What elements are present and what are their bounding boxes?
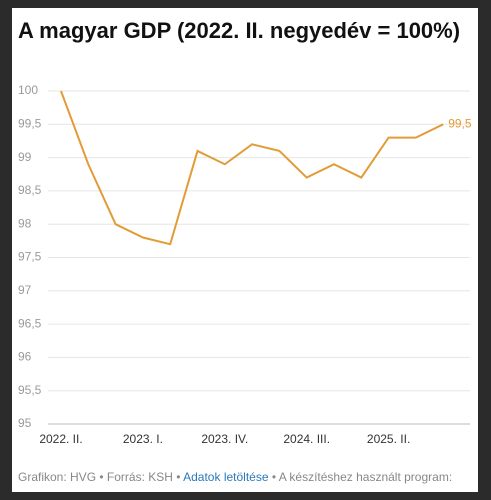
line xyxy=(60,90,444,246)
y-tick-label: 99 xyxy=(18,150,32,164)
y-tick-label: 96,5 xyxy=(18,316,42,330)
footer-credit: Grafikon: HVG • Forrás: KSH • xyxy=(18,470,181,484)
y-tick-label: 95,5 xyxy=(18,383,42,397)
x-tick-label: 2024. III. xyxy=(283,432,330,446)
y-tick-label: 96 xyxy=(18,350,32,364)
x-tick-label: 2023. I. xyxy=(123,432,163,446)
footer: Grafikon: HVG • Forrás: KSH • Adatok let… xyxy=(18,470,452,484)
y-tick-label: 98 xyxy=(18,216,32,230)
y-tick-label: 95 xyxy=(18,416,32,430)
chart: 95 95,5 96 96,5 97 97,5 98 98,5 99 99,5 100 2022. I… xyxy=(18,83,472,446)
data-label: 99,5 xyxy=(448,116,472,130)
y-tick-label: 97,5 xyxy=(18,250,42,264)
y-tick-label: 98,5 xyxy=(18,183,42,197)
y-tick-label: 100 xyxy=(18,83,38,97)
chart-card: A magyar GDP (2022. II. negyedév = 100%)… xyxy=(12,8,478,492)
chart-title: A magyar GDP (2022. II. negyedév = 100%) xyxy=(18,18,461,43)
x-tick-label: 2022. II. xyxy=(39,432,82,446)
footer-rest: • A készítéshez használt program: xyxy=(271,470,453,484)
y-tick-label: 99,5 xyxy=(18,116,42,130)
x-tick-label: 2023. IV. xyxy=(201,432,248,446)
y-tick-label: 97 xyxy=(18,283,32,297)
x-tick-label: 2025. II. xyxy=(367,432,410,446)
download-link[interactable]: Adatok letöltése xyxy=(183,470,269,484)
